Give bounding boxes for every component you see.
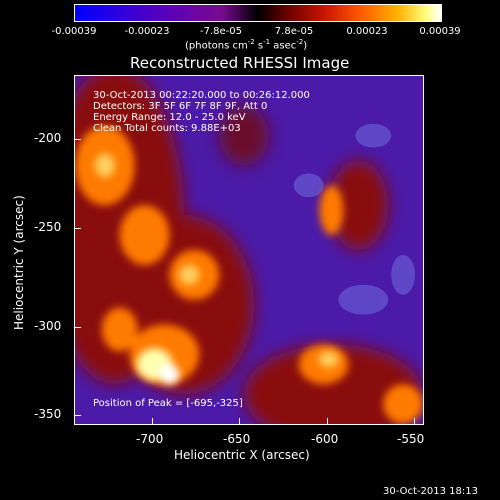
x-tick-label: -550 — [397, 432, 425, 446]
annotation-peak-position: Position of Peak = [-695,-325] — [93, 398, 243, 409]
hot-spot — [383, 384, 423, 424]
y-tick-mark — [75, 415, 81, 416]
plot-title: Reconstructed RHESSI Image — [130, 54, 350, 72]
x-tick-mark — [239, 418, 240, 424]
y-tick-label: -300 — [34, 319, 62, 333]
colorbar-tick: -0.00039 — [51, 26, 97, 37]
y-tick-label: -200 — [34, 131, 62, 145]
bright-spot — [179, 264, 200, 285]
colorbar-unit-label: (photons cm-2 s-1 asec-2) — [185, 38, 308, 52]
hot-spot — [319, 185, 344, 236]
y-tick-label: -250 — [34, 220, 62, 234]
colorbar-tick: -0.00023 — [124, 26, 170, 37]
annotation-method: Clean Total counts: 9.88E+03 — [93, 123, 241, 134]
x-tick-mark — [327, 418, 328, 424]
x-tick-label: -600 — [311, 432, 339, 446]
bright-spot — [94, 153, 115, 178]
annotation-detectors: Detectors: 3F 5F 6F 7F 8F 9F, Att 0 — [93, 101, 268, 112]
y-tick-mark — [75, 228, 81, 229]
low-spot — [338, 284, 389, 315]
rhessi-image: 30-Oct-2013 00:22:20.000 to 00:26:12.000… — [74, 75, 424, 425]
y-tick-mark — [75, 327, 81, 328]
annotation-energy: Energy Range: 12.0 - 25.0 keV — [93, 112, 246, 123]
bright-spot — [318, 351, 339, 368]
peak-core — [159, 364, 180, 385]
colorbar-tick: 7.8e-05 — [274, 26, 314, 37]
x-axis-label: Heliocentric X (arcsec) — [174, 448, 310, 462]
low-spot — [355, 123, 392, 148]
colorbar-tick: 0.00023 — [346, 26, 388, 37]
footer-timestamp: 30-Oct-2013 18:13 — [383, 486, 478, 497]
region-lower-right — [244, 344, 423, 424]
region-top-mid — [219, 105, 269, 166]
x-tick-mark — [414, 418, 415, 424]
colorbar-tick: -7.8e-05 — [200, 26, 242, 37]
x-tick-label: -700 — [136, 432, 164, 446]
hot-spot — [101, 307, 138, 352]
annotation-time-range: 30-Oct-2013 00:22:20.000 to 00:26:12.000 — [93, 90, 310, 101]
colorbar — [74, 4, 442, 22]
y-tick-mark — [75, 139, 81, 140]
x-tick-mark — [152, 418, 153, 424]
y-tick-label: -350 — [34, 407, 62, 421]
y-axis-label: Heliocentric Y (arcsec) — [12, 195, 26, 330]
region-right-blob — [328, 160, 389, 250]
low-spot — [391, 254, 416, 295]
image-heatmap — [75, 76, 423, 424]
x-tick-label: -650 — [223, 432, 251, 446]
hot-spot — [119, 205, 170, 265]
colorbar-tick: 0.00039 — [419, 26, 461, 37]
low-spot — [293, 173, 324, 198]
